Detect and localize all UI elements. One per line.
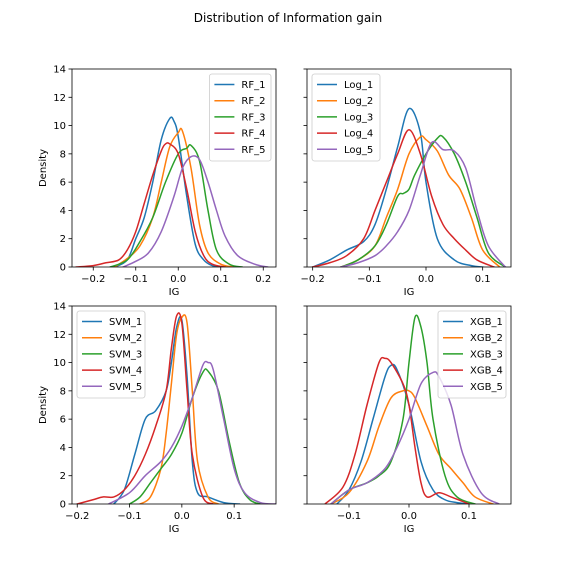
y-axis-label: Density (38, 386, 49, 424)
x-tick-label: 0.0 (170, 274, 186, 285)
legend-label: RF_3 (241, 112, 265, 123)
axes-frame (71, 68, 277, 268)
legend-label: RF_1 (241, 80, 265, 91)
legend-label: XGB_4 (470, 366, 503, 377)
y-axis-label: Density (38, 149, 49, 187)
y-tick-label: 4 (60, 206, 66, 217)
legend-label: XGB_2 (470, 333, 503, 344)
panels: −0.2 −0.1 0.0 0.1 0.2 0 2 4 6 8 10 12 14 IG Density RF_… (38, 65, 512, 535)
legend-label: Log_3 (344, 112, 373, 123)
legend-label: SVM_5 (109, 382, 142, 393)
x-tick-label: 0.0 (418, 274, 434, 285)
y-tick-label: 10 (53, 121, 66, 132)
x-tick-label: −0.1 (337, 511, 361, 522)
y-tick-label: 8 (60, 149, 66, 160)
legend-label: SVM_1 (109, 317, 142, 328)
x-axis-label: IG (404, 287, 415, 298)
y-tick-label: 12 (53, 93, 66, 104)
series-line-RF_5 (122, 155, 269, 267)
legend-label: SVM_3 (109, 349, 142, 360)
x-tick-label: −0.2 (81, 274, 105, 285)
x-axis-label: IG (169, 287, 180, 298)
series-group (76, 312, 276, 504)
legend: RF_1 RF_2 RF_3 RF_4 RF_5 (208, 73, 272, 162)
legend-label: Log_1 (344, 80, 373, 91)
legend-label: RF_4 (241, 129, 265, 140)
series-line-XGB_4 (323, 356, 470, 504)
series-line-XGB_1 (336, 363, 470, 504)
y-tick-label: 0 (60, 263, 66, 274)
legend: Log_1 Log_2 Log_3 Log_4 Log_5 (311, 73, 381, 162)
legend-label: Log_4 (344, 129, 373, 140)
legend-label: SVM_4 (109, 366, 142, 377)
panel-bottom-right: −0.1 0.0 0.1 IG XGB_1 XGB_2 XGB_3 XGB_4 XGB_5 (303, 305, 512, 535)
figure-title: Distribution of Information gain (194, 11, 382, 25)
panel-top-right: −0.2 −0.1 0.0 0.1IGLog_1Log_2Log_3Log_4Log_… (301, 68, 512, 298)
axes-frame (306, 68, 512, 268)
legend-frame (437, 310, 507, 399)
legend-label: XGB_1 (470, 317, 503, 328)
x-tick-label: 0.0 (401, 511, 417, 522)
x-tick-label: −0.1 (117, 511, 141, 522)
legend-frame (311, 73, 381, 162)
x-tick-label: 0.1 (475, 274, 491, 285)
legend-frame (76, 310, 146, 399)
legend: XGB_1 XGB_2 XGB_3 XGB_4 XGB_5 (437, 310, 507, 399)
series-line-Log_5 (340, 140, 507, 267)
x-tick-label: −0.2 (65, 511, 89, 522)
axes-frame (71, 305, 277, 505)
series-line-Log_1 (311, 107, 484, 267)
panel-bottom-left: −0.2 −0.1 0.0 0.102468101214IGDensitySVM_1S… (38, 302, 277, 535)
series-group (311, 107, 507, 267)
series-line-SVM_5 (107, 360, 276, 504)
x-tick-label: 0.1 (461, 511, 477, 522)
y-tick-label: 10 (53, 358, 66, 369)
x-tick-label: −0.1 (124, 274, 148, 285)
series-line-XGB_2 (329, 389, 494, 504)
y-tick-label: 14 (53, 302, 66, 313)
x-tick-label: −0.2 (301, 274, 325, 285)
series-line-Log_3 (340, 134, 507, 267)
y-tick-label: 12 (53, 330, 66, 341)
series-line-RF_3 (109, 143, 243, 267)
x-tick-label: 0.0 (174, 511, 190, 522)
legend-frame (208, 73, 272, 162)
series-line-Log_4 (311, 129, 495, 267)
x-tick-label: −0.1 (357, 274, 381, 285)
x-tick-label: 0.2 (255, 274, 271, 285)
panel-top-left: −0.2 −0.1 0.0 0.1 0.2 0 2 4 6 8 10 12 14 IG Density RF_… (38, 65, 277, 298)
legend-label: RF_2 (241, 96, 265, 107)
legend-label: Log_5 (344, 145, 373, 156)
y-tick-label: 2 (60, 234, 66, 245)
y-tick-label: 14 (53, 65, 66, 76)
series-line-RF_2 (113, 127, 235, 267)
legend-label: Log_2 (344, 96, 373, 107)
y-tick-label: 8 (60, 386, 66, 397)
legend-label: XGB_5 (470, 382, 503, 393)
legend-label: SVM_2 (109, 333, 142, 344)
series-line-XGB_5 (329, 371, 501, 504)
legend-label: RF_5 (241, 145, 265, 156)
x-axis-label: IG (169, 524, 180, 535)
y-tick-label: 4 (60, 443, 66, 454)
y-tick-label: 2 (60, 471, 66, 482)
series-group (323, 314, 501, 504)
series-line-RF_1 (113, 116, 222, 267)
y-tick-label: 6 (60, 178, 66, 189)
x-axis-label: IG (404, 524, 415, 535)
series-line-SVM_4 (76, 312, 215, 504)
y-tick-label: 0 (60, 500, 66, 511)
x-tick-label: 0.1 (226, 511, 242, 522)
x-tick-label: 0.1 (213, 274, 229, 285)
legend-label: XGB_3 (470, 349, 503, 360)
legend: SVM_1 SVM_2 SVM_3 SVM_4 SVM_5 (76, 310, 146, 399)
y-tick-label: 6 (60, 415, 66, 426)
series-line-RF_4 (75, 142, 226, 267)
series-line-SVM_1 (112, 316, 241, 504)
series-group (75, 116, 269, 267)
